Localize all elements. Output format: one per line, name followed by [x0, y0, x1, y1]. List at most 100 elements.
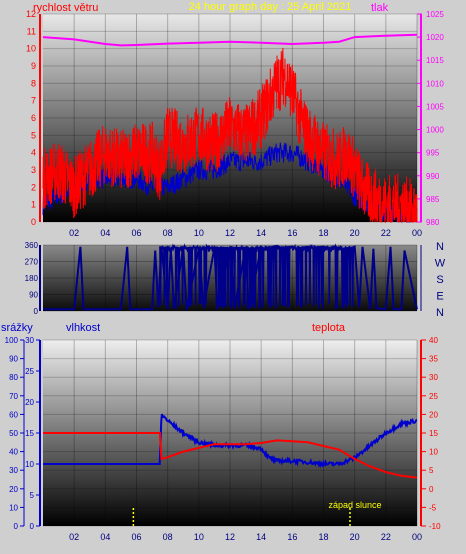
temp-y-tick-label: 40 — [429, 336, 438, 345]
x-tick-label: 04 — [100, 532, 110, 542]
series-layer — [42, 33, 418, 526]
pressure-y-tick-label: 1000 — [426, 126, 444, 135]
pressure-y-tick-label: 985 — [426, 195, 440, 204]
x-tick-label: 18 — [318, 228, 328, 238]
compass-label: N — [436, 241, 444, 253]
humidity-y-tick-label: 10 — [25, 460, 34, 469]
rain-y-tick-label: 10 — [9, 503, 18, 512]
left-axis-title: rychlost větru — [33, 2, 98, 14]
temperature-axis-title: teplota — [312, 322, 346, 334]
x-tick-label: 12 — [225, 532, 235, 542]
rain-y-tick-label: 60 — [9, 410, 18, 419]
rain-axis-title: srážky — [1, 322, 33, 334]
x-tick-label: 20 — [350, 532, 360, 542]
wind-y-tick-label: 8 — [31, 78, 36, 88]
rain-y-tick-label: 50 — [9, 429, 18, 438]
x-tick-label: 16 — [287, 532, 297, 542]
rain-y-tick-label: 40 — [9, 448, 18, 457]
x-tick-label: 02 — [69, 228, 79, 238]
wind-y-tick-label: 12 — [26, 9, 36, 19]
direction-y-tick-label: 90 — [29, 291, 38, 300]
pressure-y-tick-label: 990 — [426, 172, 440, 181]
wind-y-tick-label: 10 — [26, 44, 36, 54]
humidity-line — [43, 413, 418, 469]
compass-label: S — [436, 274, 443, 286]
direction-y-tick-label: 360 — [25, 241, 39, 250]
x-tick-label: 02 — [69, 532, 79, 542]
temp-y-tick-label: 20 — [429, 410, 438, 419]
wind-y-tick-label: 5 — [31, 130, 36, 140]
humidity-y-tick-label: 25 — [25, 367, 34, 376]
wind-y-tick-label: 0 — [31, 217, 36, 227]
wind-base-line — [42, 142, 418, 224]
compass-label: E — [436, 291, 443, 303]
rain-y-tick-label: 20 — [9, 485, 18, 494]
compass-label: W — [435, 258, 446, 270]
x-tick-label: 14 — [256, 228, 266, 238]
rain-y-tick-label: 70 — [9, 392, 18, 401]
right-axis-title: tlak — [371, 2, 389, 14]
axes-layer: 0202040406060808101012121414161618182020… — [5, 9, 446, 542]
x-tick-label: 18 — [318, 532, 328, 542]
graph-title: 24 hour graph day : 25 April 2021 — [189, 1, 352, 13]
temp-y-tick-label: 15 — [429, 429, 438, 438]
rain-y-tick-label: 0 — [14, 522, 19, 531]
humidity-y-tick-label: 5 — [30, 491, 35, 500]
x-tick-label: 10 — [194, 228, 204, 238]
pressure-y-tick-label: 1020 — [426, 33, 444, 42]
rain-y-tick-label: 100 — [5, 336, 19, 345]
direction-y-tick-label: 270 — [25, 258, 39, 267]
temp-y-tick-label: 10 — [429, 448, 438, 457]
humidity-axis-title: vlhkost — [66, 322, 100, 334]
temp-y-tick-label: 25 — [429, 392, 438, 401]
temp-y-tick-label: 5 — [429, 466, 434, 475]
x-tick-label: 14 — [256, 532, 266, 542]
humidity-y-tick-label: 20 — [25, 398, 34, 407]
wind-y-tick-label: 7 — [31, 96, 36, 106]
x-tick-label: 06 — [131, 228, 141, 238]
rain-y-tick-label: 90 — [9, 355, 18, 364]
x-tick-label: 22 — [381, 532, 391, 542]
sunset-label: západ slunce — [328, 500, 381, 510]
wind-y-tick-label: 4 — [31, 148, 36, 158]
pressure-y-tick-label: 1015 — [426, 56, 444, 65]
humidity-y-tick-label: 30 — [25, 336, 34, 345]
x-tick-label: 22 — [381, 228, 391, 238]
x-tick-label: 10 — [194, 532, 204, 542]
pressure-line — [42, 33, 418, 47]
x-tick-label: 12 — [225, 228, 235, 238]
pressure-y-tick-label: 1005 — [426, 102, 444, 111]
x-tick-label: 00 — [412, 228, 422, 238]
temp-y-tick-label: -10 — [429, 522, 441, 531]
temp-y-tick-label: 35 — [429, 355, 438, 364]
wind-y-tick-label: 9 — [31, 61, 36, 71]
direction-y-tick-label: 0 — [34, 307, 39, 316]
wind-speed-line — [42, 47, 418, 224]
rain-y-tick-label: 80 — [9, 373, 18, 382]
wind-direction-band — [159, 243, 356, 310]
pressure-y-tick-label: 995 — [426, 149, 440, 158]
compass-label: N — [436, 307, 444, 319]
temp-y-tick-label: 30 — [429, 373, 438, 382]
humidity-y-tick-label: 0 — [30, 522, 35, 531]
x-tick-label: 06 — [131, 532, 141, 542]
x-tick-label: 04 — [100, 228, 110, 238]
x-tick-label: 00 — [412, 532, 422, 542]
x-tick-label: 08 — [163, 228, 173, 238]
humidity-y-tick-label: 15 — [25, 429, 34, 438]
wind-y-tick-label: 6 — [31, 113, 36, 123]
direction-y-tick-label: 180 — [25, 274, 39, 283]
wind-y-tick-label: 3 — [31, 165, 36, 175]
wind-y-tick-label: 11 — [27, 26, 36, 36]
rain-y-tick-label: 30 — [9, 466, 18, 475]
pressure-y-tick-label: 980 — [426, 218, 440, 227]
wind-y-tick-label: 1 — [31, 200, 36, 210]
x-tick-label: 08 — [163, 532, 173, 542]
pressure-y-tick-label: 1025 — [426, 10, 444, 19]
wind-y-tick-label: 2 — [31, 182, 36, 192]
pressure-y-tick-label: 1010 — [426, 79, 444, 88]
temp-y-tick-label: -5 — [429, 503, 437, 512]
x-tick-label: 20 — [350, 228, 360, 238]
